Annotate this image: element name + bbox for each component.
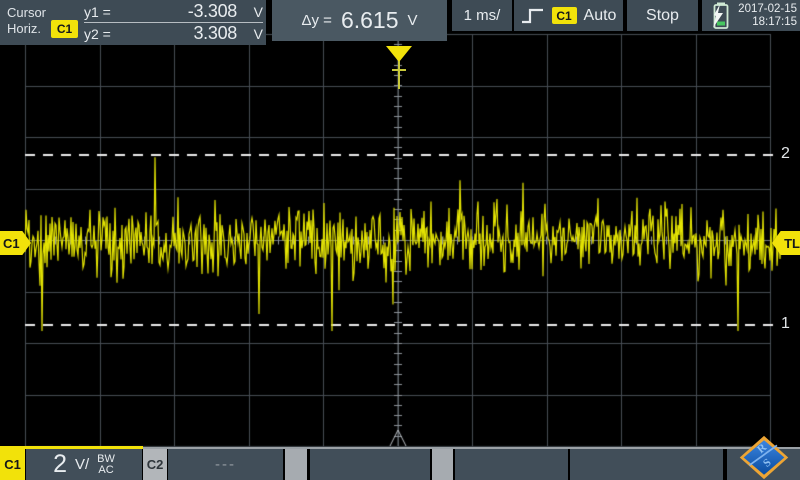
delta-value: 6.615 — [340, 7, 399, 33]
cursor-mode-line2: Horiz. — [7, 21, 41, 36]
channel1-active-underline — [0, 446, 143, 449]
rs-logo: R S — [739, 435, 789, 480]
cursor-results-panel: Cursor Horiz. C1 y1 = -3.308 V y2 = 3.30… — [0, 0, 266, 45]
cursor-y2-value: 3.308 — [193, 23, 237, 43]
channel1-settings-box[interactable]: 2 V/ BW AC — [26, 449, 142, 480]
footer-divider — [432, 449, 453, 480]
channel1-scale-value: 2 — [53, 450, 67, 478]
trigger-position-crossbar — [392, 69, 406, 71]
channel1-coupling-info: BW AC — [97, 452, 115, 476]
trigger-position-marker[interactable] — [386, 46, 412, 90]
cursor-source-badge[interactable]: C1 — [51, 20, 78, 38]
delta-unit: V — [407, 12, 418, 29]
timebase-button[interactable]: 1 ms/ — [452, 0, 512, 31]
trigger-settings-button[interactable]: C1 Auto — [514, 0, 623, 31]
channel1-ground-marker[interactable]: C1 — [0, 231, 31, 255]
cursor1-label[interactable]: 1 — [781, 315, 790, 332]
trigger-slope-icon — [521, 8, 543, 23]
date-label: 2017-02-15 — [738, 2, 797, 15]
channel1-badge[interactable]: C1 — [0, 449, 25, 480]
cursor-y1-value: -3.308 — [187, 1, 238, 21]
channel-slot[interactable] — [310, 449, 430, 480]
channel1-bandwidth-label: BW — [97, 452, 115, 465]
acquisition-state-button[interactable]: Stop — [627, 0, 698, 31]
channel-slot[interactable] — [570, 449, 723, 480]
cursor-y2-label: y2 = — [84, 25, 111, 42]
cursor-values: y1 = -3.308 V y2 = 3.308 V — [84, 1, 263, 44]
cursor2-label[interactable]: 2 — [781, 145, 790, 162]
cursor-mode-label: Cursor Horiz. — [7, 5, 46, 37]
cursor-y1-label: y1 = — [84, 3, 111, 20]
channel2-settings-box[interactable]: --- — [168, 449, 283, 480]
footer-top-border — [143, 447, 800, 449]
battery-charging-icon — [713, 2, 729, 29]
cursor-y1-row: y1 = -3.308 V — [84, 1, 263, 23]
cursor-y2-row: y2 = 3.308 V — [84, 23, 263, 44]
status-area: 2017-02-15 18:17:15 — [702, 0, 800, 31]
datetime-display: 2017-02-15 18:17:15 — [738, 3, 800, 29]
channel1-coupling-label: AC — [98, 463, 114, 476]
cursor-delta-panel: Δy = 6.615 V — [272, 0, 447, 41]
channel1-scale-unit: V/ — [74, 456, 90, 473]
footer-divider — [285, 449, 307, 480]
trigger-mode-label[interactable]: Auto — [583, 6, 617, 24]
channel2-badge[interactable]: C2 — [143, 449, 167, 480]
trigger-position-triangle-icon — [386, 46, 412, 62]
delta-label: Δy = — [301, 12, 332, 29]
trigger-position-stem — [398, 61, 400, 89]
trigger-source-badge[interactable]: C1 — [551, 7, 577, 24]
time-label: 18:17:15 — [752, 15, 797, 28]
cursor-y1-unit: V — [253, 3, 263, 20]
cursor-mode-line1: Cursor — [7, 5, 47, 20]
channel-slot[interactable] — [455, 449, 568, 480]
cursor-y2-unit: V — [253, 25, 263, 42]
